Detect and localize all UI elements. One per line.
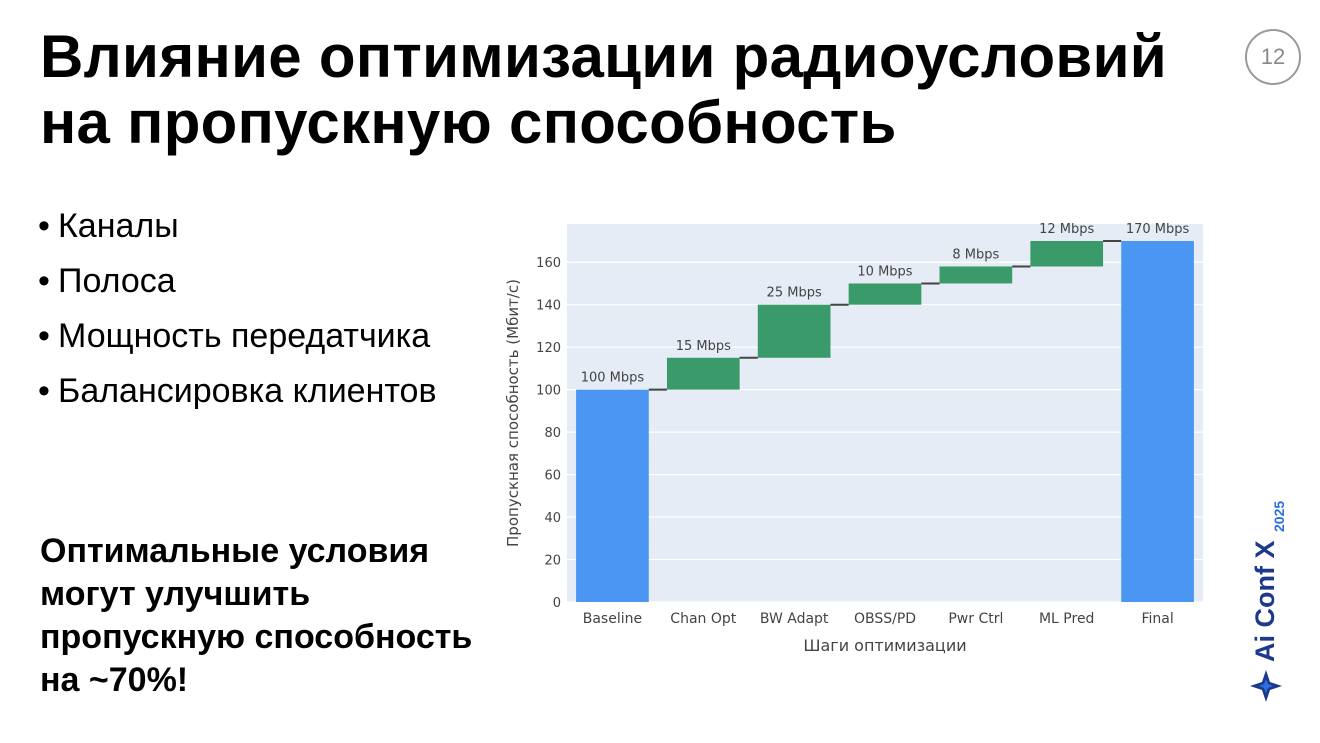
waterfall-chart: 0 20 40 60 80 100 120 140 160 100 Mbps 15 Mbps 25 …	[504, 222, 1203, 655]
data-label: 15 Mbps	[676, 339, 731, 354]
data-label: 10 Mbps	[857, 264, 912, 279]
x-tick-label: Baseline	[583, 611, 642, 627]
y-tick-label: 120	[536, 341, 561, 356]
conference-logo: Ai Conf X 2025	[1250, 501, 1287, 702]
y-tick-label: 80	[544, 426, 561, 441]
page-number-badge: 12	[1245, 29, 1301, 85]
bullet-list: Каналы Полоса Мощность передатчика Балан…	[38, 204, 478, 424]
y-tick-labels: 0 20 40 60 80 100 120 140 160	[536, 256, 561, 611]
bar-chan-opt	[666, 357, 740, 390]
y-axis-title: Пропускная способность (Мбит/с)	[504, 279, 522, 547]
data-label: 12 Mbps	[1039, 222, 1094, 237]
data-label: 170 Mbps	[1126, 222, 1190, 237]
x-tick-labels: Baseline Chan Opt BW Adapt OBSS/PD Pwr Ctrl M…	[583, 611, 1174, 627]
bar-pwr-ctrl	[939, 266, 1013, 284]
y-tick-label: 140	[536, 299, 561, 314]
bar-bw-adapt	[757, 304, 831, 358]
bullet-item: Мощность передатчика	[38, 314, 478, 358]
conclusion-text: Оптимальные условия могут улучшить пропу…	[40, 532, 473, 699]
x-tick-label: Pwr Ctrl	[948, 611, 1003, 627]
y-tick-label: 100	[536, 384, 561, 399]
y-tick-label: 160	[536, 256, 561, 271]
logo-year: 2025	[1271, 501, 1287, 532]
x-tick-label: ML Pred	[1039, 611, 1094, 627]
y-tick-label: 20	[544, 554, 561, 569]
connectors	[648, 239, 1122, 391]
bar-final	[1121, 240, 1194, 602]
bullet-item: Каналы	[38, 204, 478, 248]
bars	[576, 240, 1194, 602]
y-tick-label: 0	[553, 596, 561, 611]
x-tick-label: OBSS/PD	[854, 611, 916, 627]
data-label: 25 Mbps	[767, 286, 822, 301]
bar-baseline	[576, 389, 649, 602]
data-label: 8 Mbps	[952, 247, 999, 262]
x-tick-label: Chan Opt	[670, 611, 736, 627]
x-axis-title: Шаги оптимизации	[803, 636, 966, 655]
x-tick-label: BW Adapt	[760, 611, 829, 627]
data-label: 100 Mbps	[581, 371, 645, 386]
data-labels: 100 Mbps 15 Mbps 25 Mbps 10 Mbps 8 Mbps 12 Mb…	[581, 222, 1190, 386]
bullet-item: Полоса	[38, 259, 478, 303]
logo-text: Ai Conf X	[1250, 541, 1280, 663]
bar-obss-pd	[848, 283, 922, 305]
slide-title: Влияние оптимизации радиоусловий на проп…	[40, 23, 1167, 156]
bar-ml-pred	[1030, 240, 1104, 267]
plot-background	[567, 224, 1203, 602]
logo-star-icon	[1250, 670, 1282, 702]
y-tick-label: 60	[544, 469, 561, 484]
x-tick-label: Final	[1141, 611, 1173, 627]
y-tick-label: 40	[544, 511, 561, 526]
bullet-item: Балансировка клиентов	[38, 369, 478, 413]
